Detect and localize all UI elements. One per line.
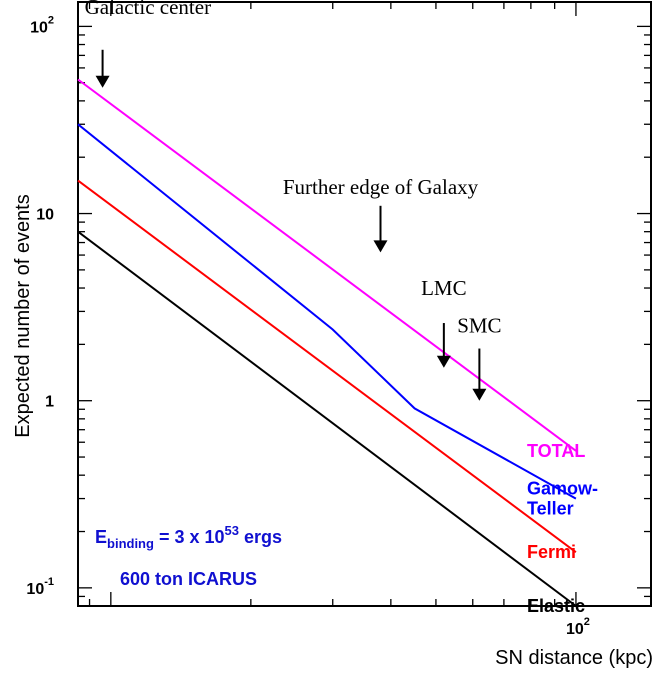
annotation-smc: SMC	[457, 314, 501, 338]
series-gamow-teller	[77, 123, 577, 500]
annotation-galactic-center: Galactic center	[85, 0, 212, 19]
annotation-further-edge-of-galaxy: Further edge of Galaxy	[283, 175, 479, 199]
y-axis-label: Expected number of events	[12, 194, 34, 437]
energy-subscript: binding	[107, 536, 154, 551]
y-tick-label: 1	[45, 394, 54, 411]
series-label-fermi: Fermi	[527, 542, 576, 562]
energy-unit: ergs	[239, 527, 282, 547]
binding-energy-label: Ebinding = 3 x 1053 ergs	[95, 523, 282, 551]
series-labels: TOTAL Gamow-Teller Fermi Elastic	[527, 441, 598, 616]
y-tick-label: 10	[36, 207, 54, 224]
plot-frame	[77, 1, 652, 607]
annotations: Galactic center Further edge of Galaxy LMC…	[85, 0, 502, 401]
arrowhead-smc	[472, 388, 487, 401]
y-tick-base: 10	[30, 19, 48, 36]
y-tick-exponent: 2	[48, 14, 54, 26]
y-tick-label: 10-1	[26, 576, 54, 598]
detector-label: 600 ton ICARUS	[120, 569, 257, 589]
annotation-lmc: LMC	[421, 276, 467, 300]
arrowhead-further-edge-of-galaxy	[373, 240, 388, 253]
y-tick-base: 10	[26, 581, 44, 598]
axis-ticks	[78, 2, 651, 607]
x-tick-exponent: 2	[584, 616, 590, 628]
info-box: Ebinding = 3 x 1053 ergs 600 ton ICARUS	[95, 523, 282, 589]
x-axis-label: SN distance (kpc)	[495, 647, 653, 669]
series-label-gamow-teller: Gamow-	[527, 479, 598, 499]
y-tick-label: 102	[30, 14, 54, 36]
series-label-gamow-teller: Teller	[527, 499, 574, 519]
series-elastic	[77, 230, 577, 607]
series-fermi	[77, 179, 577, 554]
arrowhead-galactic-center	[95, 75, 110, 88]
series-label-total: TOTAL	[527, 441, 585, 461]
x-tick-label: 102	[566, 616, 590, 638]
y-tick-base: 10	[36, 207, 54, 224]
y-tick-exponent: -1	[44, 576, 54, 588]
arrowhead-lmc	[436, 355, 451, 368]
y-tick-base: 1	[45, 394, 54, 411]
energy-exponent: 53	[225, 523, 239, 538]
series-label-elastic: Elastic	[527, 596, 585, 616]
x-tick-labels: 102	[566, 616, 590, 638]
x-tick-base: 10	[566, 621, 584, 638]
energy-equals: = 3 x 10	[154, 527, 225, 547]
energy-symbol: E	[95, 527, 107, 547]
series-total	[77, 78, 577, 452]
series-lines	[77, 78, 577, 607]
